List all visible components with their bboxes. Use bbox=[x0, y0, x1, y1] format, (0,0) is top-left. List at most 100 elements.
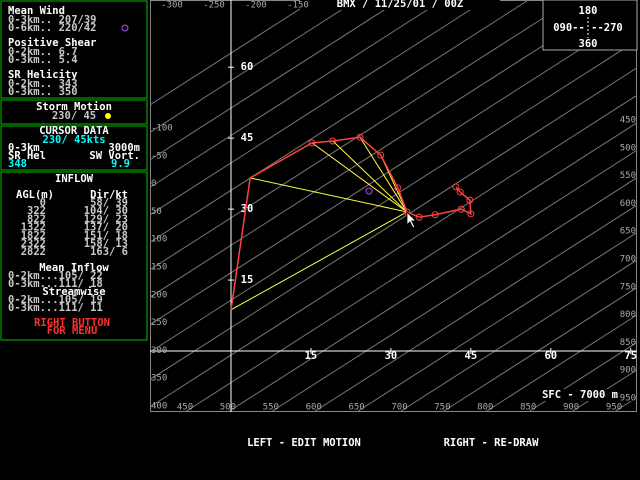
sr-line bbox=[359, 136, 408, 213]
diag-label: 700 bbox=[620, 255, 636, 265]
hodograph-point bbox=[356, 133, 364, 141]
box bbox=[0, 125, 148, 171]
text: 163/ 6 bbox=[90, 246, 128, 258]
diag-label: 900 bbox=[620, 366, 636, 376]
y-tick-label: 45 bbox=[241, 132, 254, 144]
hodograph-point bbox=[467, 210, 475, 218]
text: 822 bbox=[27, 213, 46, 225]
text: 0-2km...105/ 19 bbox=[8, 294, 103, 306]
label: CURSOR DATA bbox=[39, 125, 109, 137]
diagonal-line bbox=[150, 0, 401, 161]
footer-hint: LEFT - EDIT MOTION bbox=[247, 437, 361, 449]
diag-label: 350 bbox=[151, 374, 167, 384]
diag-label: -150 bbox=[287, 1, 309, 11]
text: 129/ 23 bbox=[84, 213, 128, 225]
diagonal-line bbox=[356, 231, 637, 412]
diag-label: 300 bbox=[151, 346, 167, 356]
diag-label: 900 bbox=[563, 403, 579, 413]
hodograph-point bbox=[456, 188, 464, 196]
left-panel bbox=[0, 0, 148, 341]
text: 1322 bbox=[21, 222, 46, 234]
diagonal-line bbox=[270, 177, 637, 412]
text: 2322 bbox=[21, 238, 46, 250]
storm-icon bbox=[105, 113, 111, 119]
diagonal-line bbox=[399, 259, 637, 412]
text: 0-3km...111/ 11 bbox=[8, 302, 103, 314]
diagonal-line bbox=[150, 67, 637, 381]
inflow-rows: 0 58/ 39 322 104/ 30 822 129/ 23 1322 137/ 20 18… bbox=[21, 197, 128, 258]
text: SW Vort. bbox=[89, 150, 140, 162]
y-tick-label: 30 bbox=[241, 203, 254, 215]
text: 230/ 45kts bbox=[42, 134, 105, 146]
label: Streamwise bbox=[42, 286, 105, 298]
title-bg bbox=[300, 0, 500, 10]
diag-label: 200 bbox=[151, 290, 167, 300]
diag-label: 800 bbox=[620, 310, 636, 320]
label: SR Helicity bbox=[8, 69, 78, 81]
text: 0 bbox=[40, 197, 46, 209]
text: 2822 bbox=[21, 246, 46, 258]
diag-label: 450 bbox=[620, 116, 636, 126]
diagonal-line bbox=[150, 0, 529, 243]
text: SR Hel bbox=[8, 150, 46, 162]
text: Dir/kt bbox=[90, 189, 128, 201]
x-tick-label: 75 bbox=[624, 350, 637, 362]
hodograph-point bbox=[415, 213, 423, 221]
level-bg bbox=[525, 389, 635, 401]
compass: 360 bbox=[579, 38, 598, 50]
diagonal-line bbox=[442, 286, 637, 412]
compass-box bbox=[542, 0, 638, 51]
x-tick-label: 15 bbox=[305, 350, 318, 362]
mean-wind bbox=[365, 187, 373, 195]
y-tick-label: 60 bbox=[241, 61, 254, 73]
text: 0-3km.. 350 bbox=[8, 86, 78, 98]
diag-label: 250 bbox=[151, 318, 167, 328]
diag-label: 700 bbox=[391, 403, 407, 413]
text: 3000m bbox=[108, 142, 140, 154]
text: 151/ 18 bbox=[84, 230, 128, 242]
diag-label: 600 bbox=[306, 403, 322, 413]
diagonal-line bbox=[150, 0, 443, 188]
diag-label: 450 bbox=[177, 403, 193, 413]
diagonal-line bbox=[150, 0, 572, 271]
hodograph-point bbox=[466, 196, 474, 204]
diag-label: 850 bbox=[620, 338, 636, 348]
text: 0-2km.. 343 bbox=[8, 78, 78, 90]
label: Mean Inflow bbox=[39, 262, 109, 274]
sr-line bbox=[250, 177, 407, 213]
diagonal-line bbox=[184, 122, 637, 412]
text: 0-3km bbox=[8, 142, 40, 154]
hodograph-point bbox=[377, 151, 385, 159]
text: 0-3km...111/ 18 bbox=[8, 278, 103, 290]
diagonal-line bbox=[150, 12, 637, 326]
diag-label: 100 bbox=[151, 235, 167, 245]
cursor bbox=[406, 210, 418, 229]
title: BMX / 11/25/01 / 00Z bbox=[337, 0, 463, 10]
x-tick-label: 45 bbox=[465, 350, 478, 362]
x-tick-label: 30 bbox=[385, 350, 398, 362]
diag-label: -200 bbox=[245, 1, 267, 11]
label: Positive Shear bbox=[8, 37, 97, 49]
diag-label: 650 bbox=[620, 227, 636, 237]
diagonal-line bbox=[150, 0, 315, 106]
diag-label: 400 bbox=[151, 402, 167, 412]
diag-label: 550 bbox=[620, 171, 636, 181]
text: 0-3km.. 5.4 bbox=[8, 54, 78, 66]
hodograph-point bbox=[457, 205, 465, 213]
diag-label: -100 bbox=[151, 124, 173, 134]
text: 0-6km.. 220/42 bbox=[8, 22, 97, 34]
diag-label: -300 bbox=[161, 1, 183, 11]
text: 104/ 30 bbox=[84, 205, 128, 217]
text: 158/ 13 bbox=[84, 238, 128, 250]
diag-label: 950 bbox=[620, 394, 636, 404]
label: Storm Motion bbox=[36, 101, 112, 113]
text: 58/ 39 bbox=[90, 197, 128, 209]
diag-label: 50 bbox=[151, 207, 162, 217]
box bbox=[0, 171, 148, 341]
diag-label: 600 bbox=[620, 199, 636, 209]
diag-label: 500 bbox=[620, 143, 636, 153]
diag-label: -250 bbox=[203, 1, 225, 11]
diag-label: 750 bbox=[620, 282, 636, 292]
